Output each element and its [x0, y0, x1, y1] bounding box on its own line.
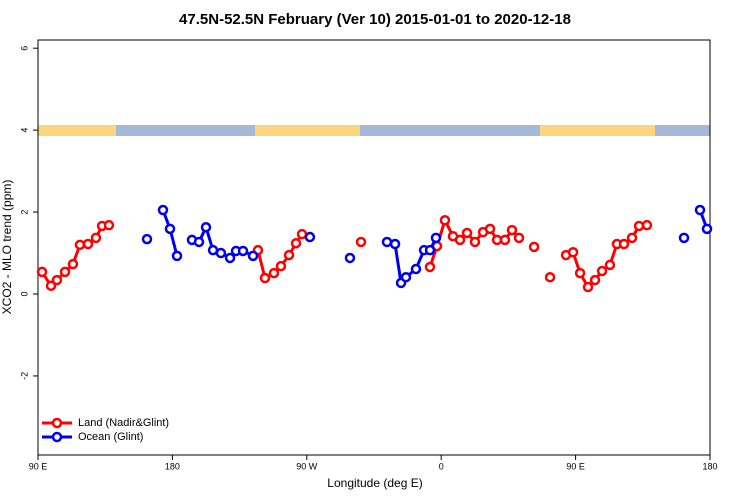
x-tick-label: 90 E [566, 461, 585, 471]
y-tick-label: 2 [19, 210, 29, 215]
data-point [499, 234, 511, 246]
y-tick-label: -2 [19, 372, 29, 380]
data-point [506, 224, 518, 236]
data-point [469, 236, 481, 248]
data-point [224, 252, 236, 264]
data-point [596, 265, 608, 277]
x-tick-label: 90 W [296, 461, 318, 471]
data-point [618, 238, 630, 250]
series-line [40, 216, 648, 290]
data-point [424, 261, 436, 273]
x-axis-label: Longitude (deg E) [327, 476, 422, 490]
data-point [461, 227, 473, 239]
data-point [59, 266, 71, 278]
data-point [400, 271, 412, 283]
data-point [604, 259, 616, 271]
plot-frame [37, 39, 711, 456]
x-tick-label: 180 [165, 461, 180, 471]
data-point [389, 238, 401, 250]
data-point [430, 232, 442, 244]
data-point [215, 247, 227, 259]
y-axis-label: XCO2 - MLO trend (ppm) [0, 180, 14, 315]
data-point [439, 215, 451, 226]
data-point [51, 274, 63, 286]
data-point [701, 223, 713, 235]
data-point [589, 274, 601, 286]
data-point [513, 232, 525, 244]
data-point [82, 238, 94, 250]
data-point [103, 219, 115, 231]
y-tick-label: 0 [19, 291, 29, 296]
data-point [484, 223, 496, 235]
x-tick-label: 0 [439, 461, 444, 471]
x-tick-label: 90 E [29, 461, 48, 471]
data-point [694, 204, 706, 216]
data-point [290, 237, 302, 249]
data-point [36, 266, 48, 278]
data-point [574, 267, 586, 279]
data-point [410, 263, 422, 275]
data-point [171, 250, 183, 262]
data-point [157, 204, 169, 216]
land-ocean-mask [38, 125, 710, 136]
data-point [544, 271, 556, 283]
chart-title: 47.5N-52.5N February (Ver 10) 2015-01-01… [179, 11, 571, 28]
data-point [381, 236, 393, 248]
data-point [454, 234, 466, 246]
legend-label: Land (Nadir&Glint) [78, 417, 169, 429]
data-point [567, 246, 579, 258]
data-point [200, 221, 212, 233]
data-point [259, 272, 271, 284]
data-point [268, 267, 280, 279]
y-tick-label: 4 [19, 128, 29, 133]
data-point [283, 249, 295, 261]
data-point [678, 232, 690, 244]
legend-marker [51, 431, 63, 443]
data-point [582, 281, 594, 293]
data-point [90, 232, 102, 244]
legend-label: Ocean (Glint) [78, 431, 143, 443]
data-point [641, 219, 653, 231]
data-point [344, 252, 356, 264]
data-point [626, 232, 638, 244]
data-point [355, 236, 367, 248]
data-point [141, 233, 153, 245]
data-point [74, 239, 86, 251]
legend-marker [51, 417, 63, 429]
x-tick-label: 180 [702, 461, 717, 471]
data-point [247, 250, 259, 262]
data-point [424, 244, 436, 256]
data-point [164, 223, 176, 235]
data-point [237, 245, 249, 257]
data-point [45, 280, 57, 292]
y-tick-label: 6 [19, 46, 29, 51]
data-point [528, 241, 540, 253]
data-point [275, 260, 287, 272]
data-point [67, 258, 79, 270]
data-point [304, 231, 316, 243]
data-point [193, 236, 205, 248]
